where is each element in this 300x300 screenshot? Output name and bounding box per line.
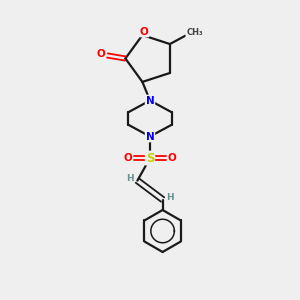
Text: CH₃: CH₃ [186,28,203,37]
Text: N: N [146,131,154,142]
Text: O: O [96,49,105,59]
Text: S: S [146,152,154,165]
Text: O: O [123,153,132,163]
Text: H: H [126,174,134,183]
Text: O: O [168,153,177,163]
Text: N: N [146,95,154,106]
Text: H: H [166,193,174,202]
Text: O: O [140,26,148,37]
